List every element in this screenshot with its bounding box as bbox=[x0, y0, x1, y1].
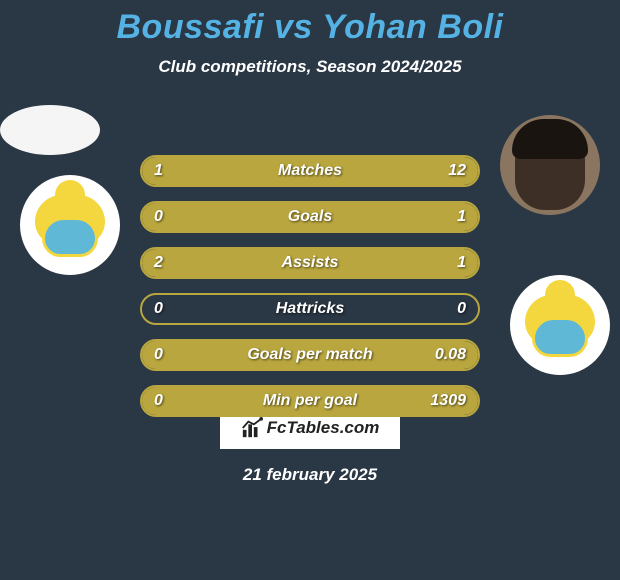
stat-row: 01Goals bbox=[140, 201, 480, 233]
club-left-badge bbox=[20, 175, 120, 275]
stat-row: 00.08Goals per match bbox=[140, 339, 480, 371]
club-right-badge bbox=[510, 275, 610, 375]
page-title: Boussafi vs Yohan Boli bbox=[0, 0, 620, 47]
player-right-avatar bbox=[500, 115, 600, 215]
stat-rows: 112Matches 01Goals 21Assists 00Hattricks 00.… bbox=[140, 155, 480, 417]
stat-label: Hattricks bbox=[142, 295, 478, 323]
date-label: 21 february 2025 bbox=[0, 465, 620, 485]
stat-label: Goals per match bbox=[142, 341, 478, 369]
stat-row: 112Matches bbox=[140, 155, 480, 187]
stat-row: 21Assists bbox=[140, 247, 480, 279]
stat-label: Assists bbox=[142, 249, 478, 277]
stat-label: Matches bbox=[142, 157, 478, 185]
brand-text: FcTables.com bbox=[267, 418, 380, 438]
subtitle: Club competitions, Season 2024/2025 bbox=[0, 57, 620, 77]
chart-icon bbox=[241, 417, 263, 439]
stat-row: 00Hattricks bbox=[140, 293, 480, 325]
comparison-panel: 112Matches 01Goals 21Assists 00Hattricks 00.… bbox=[0, 105, 620, 385]
stat-label: Min per goal bbox=[142, 387, 478, 415]
stat-label: Goals bbox=[142, 203, 478, 231]
stat-row: 01309Min per goal bbox=[140, 385, 480, 417]
player-left-avatar bbox=[0, 105, 100, 155]
